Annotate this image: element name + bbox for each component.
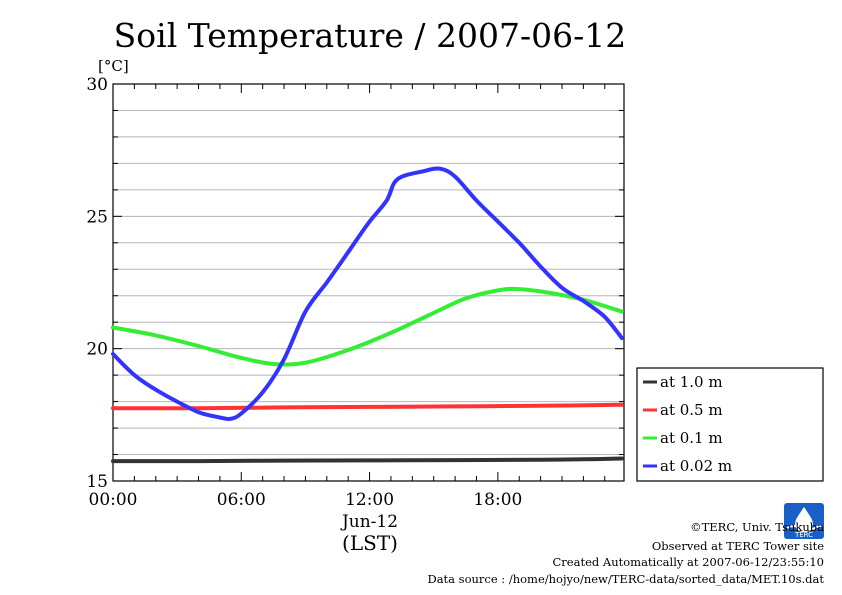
copyright-text: ©TERC, Univ. Tsukuba [690, 520, 824, 534]
created-text: Created Automatically at 2007-06-12/23:5… [553, 555, 825, 569]
logo-wave-icon [786, 525, 823, 531]
legend-label-at-1-0-m: at 1.0 m [660, 373, 723, 391]
y-tick-label: 20 [86, 340, 108, 360]
legend-label-at-0-02-m: at 0.02 m [660, 457, 732, 475]
x-axis-label: (LST) [342, 531, 398, 555]
x-tick-label: 00:00 [89, 490, 138, 510]
legend-label-at-0-1-m: at 0.1 m [660, 429, 723, 447]
legend-label-at-0-5-m: at 0.5 m [660, 401, 723, 419]
logo-drop-icon [795, 507, 813, 532]
y-tick-label: 30 [86, 75, 108, 95]
series-line-at-1-0-m [111, 456, 624, 464]
x-tick-label: 06:00 [217, 490, 266, 510]
x-tick-label: 12:00 [345, 490, 394, 510]
source-text: Data source : /home/hojyo/new/TERC-data/… [427, 572, 824, 586]
y-tick-label: 15 [86, 472, 108, 492]
date-label: Jun-12 [340, 512, 398, 532]
x-tick-label: 18:00 [473, 490, 522, 510]
series-layer [111, 166, 624, 464]
chart-title: Soil Temperature / 2007-06-12 [114, 16, 627, 55]
plot-area [112, 83, 625, 482]
y-tick-label: 25 [86, 207, 108, 227]
series-line-at-0-5-m [111, 402, 624, 411]
y-axis-unit: [°C] [98, 57, 129, 75]
series-line-at-0-1-m [111, 286, 624, 367]
series-line-at-0-02-m [111, 166, 624, 422]
terc-logo: TERC [784, 503, 824, 539]
legend-box [636, 367, 824, 482]
axis-ticks: 15 20 25 30 00:00 06:00 12:00 18:00 [86, 75, 624, 510]
site-text: Observed at TERC Tower site [652, 539, 824, 553]
legend: at 1.0 m at 0.5 m at 0.1 m at 0.02 m [636, 367, 824, 482]
grid-lines [113, 109, 624, 456]
logo-text: TERC [794, 531, 813, 539]
